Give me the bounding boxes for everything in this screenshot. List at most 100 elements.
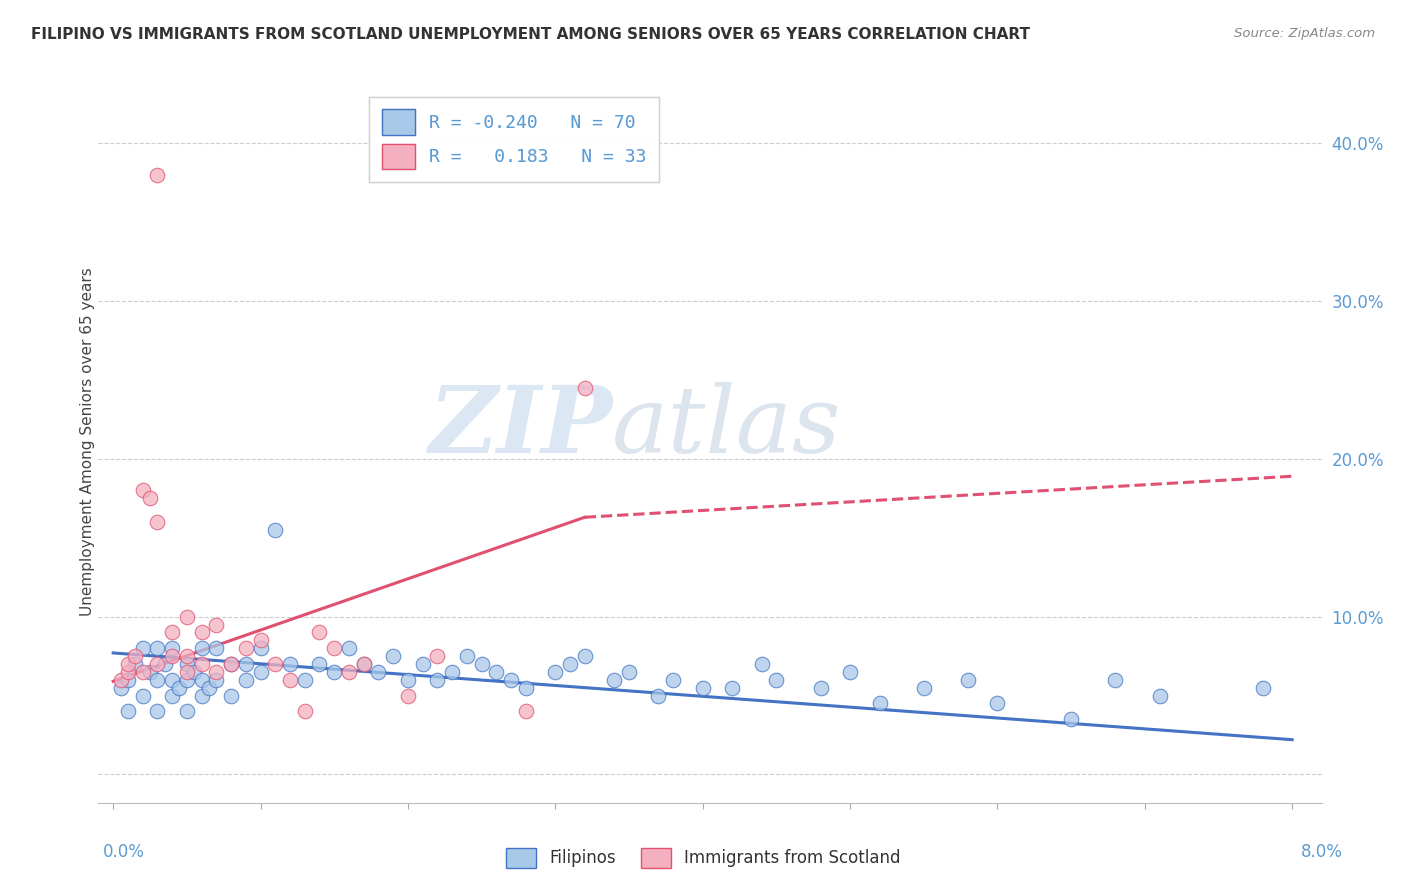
Point <box>412 657 434 671</box>
Text: ZIP: ZIP <box>427 382 612 472</box>
Point <box>382 649 405 664</box>
Point <box>205 617 228 632</box>
Point <box>176 673 198 687</box>
Point <box>146 657 169 671</box>
Point <box>396 673 419 687</box>
Point <box>721 681 744 695</box>
Point <box>131 483 153 498</box>
Point <box>110 681 132 695</box>
Point <box>294 704 316 718</box>
Point <box>515 704 537 718</box>
Point <box>146 704 169 718</box>
Point <box>117 704 139 718</box>
Text: FILIPINO VS IMMIGRANTS FROM SCOTLAND UNEMPLOYMENT AMONG SENIORS OVER 65 YEARS CO: FILIPINO VS IMMIGRANTS FROM SCOTLAND UNE… <box>31 27 1031 42</box>
Point <box>235 641 257 656</box>
Point <box>515 681 537 695</box>
Point <box>235 673 257 687</box>
Point <box>183 665 205 679</box>
Point <box>219 689 242 703</box>
Point <box>264 523 287 537</box>
Point <box>117 665 139 679</box>
Point <box>169 681 191 695</box>
Point <box>337 641 360 656</box>
Point <box>558 657 581 671</box>
Point <box>323 665 346 679</box>
Point <box>647 689 669 703</box>
Point <box>139 665 162 679</box>
Point <box>249 633 271 648</box>
Point <box>603 673 626 687</box>
Point <box>131 665 153 679</box>
Point <box>426 649 449 664</box>
Point <box>205 673 228 687</box>
Point <box>485 665 508 679</box>
Point <box>986 697 1008 711</box>
Point <box>264 657 287 671</box>
Point <box>839 665 862 679</box>
Point <box>198 681 221 695</box>
Point <box>117 673 139 687</box>
Point <box>176 704 198 718</box>
Point <box>278 657 301 671</box>
Point <box>146 515 169 529</box>
Point <box>190 673 212 687</box>
Text: atlas: atlas <box>612 382 842 472</box>
Point <box>499 673 522 687</box>
Point <box>117 657 139 671</box>
Text: 0.0%: 0.0% <box>103 843 145 861</box>
Point <box>190 625 212 640</box>
Point <box>124 649 146 664</box>
Point <box>131 689 153 703</box>
Point <box>956 673 979 687</box>
Point <box>396 689 419 703</box>
Y-axis label: Unemployment Among Seniors over 65 years: Unemployment Among Seniors over 65 years <box>80 268 94 615</box>
Point <box>912 681 935 695</box>
Point <box>751 657 773 671</box>
Point <box>205 665 228 679</box>
Point <box>160 641 183 656</box>
Point <box>176 665 198 679</box>
Point <box>471 657 494 671</box>
Point <box>323 641 346 656</box>
Point <box>441 665 464 679</box>
Point <box>278 673 301 687</box>
Point <box>146 641 169 656</box>
Point <box>176 657 198 671</box>
Point <box>160 625 183 640</box>
Point <box>294 673 316 687</box>
Point <box>1251 681 1274 695</box>
Point <box>337 665 360 679</box>
Point <box>1149 689 1171 703</box>
Point <box>367 665 389 679</box>
Point <box>219 657 242 671</box>
Point <box>124 657 146 671</box>
Point <box>456 649 478 664</box>
Point <box>765 673 787 687</box>
Point <box>235 657 257 671</box>
Point <box>1060 712 1083 726</box>
Point <box>426 673 449 687</box>
Point <box>139 491 162 506</box>
Point <box>249 641 271 656</box>
Text: Source: ZipAtlas.com: Source: ZipAtlas.com <box>1234 27 1375 40</box>
Point <box>662 673 685 687</box>
Point <box>1104 673 1126 687</box>
Point <box>353 657 375 671</box>
Point <box>249 665 271 679</box>
Point <box>810 681 832 695</box>
Point <box>205 641 228 656</box>
Point <box>146 673 169 687</box>
Point <box>190 641 212 656</box>
Point <box>692 681 714 695</box>
Point <box>160 673 183 687</box>
Point <box>190 689 212 703</box>
Legend: R = -0.240   N = 70, R =   0.183   N = 33: R = -0.240 N = 70, R = 0.183 N = 33 <box>370 96 659 182</box>
Point <box>574 649 596 664</box>
Point <box>176 649 198 664</box>
Point <box>353 657 375 671</box>
Point <box>190 657 212 671</box>
Point <box>153 657 176 671</box>
Point <box>176 609 198 624</box>
Point <box>869 697 891 711</box>
Point <box>146 168 169 182</box>
